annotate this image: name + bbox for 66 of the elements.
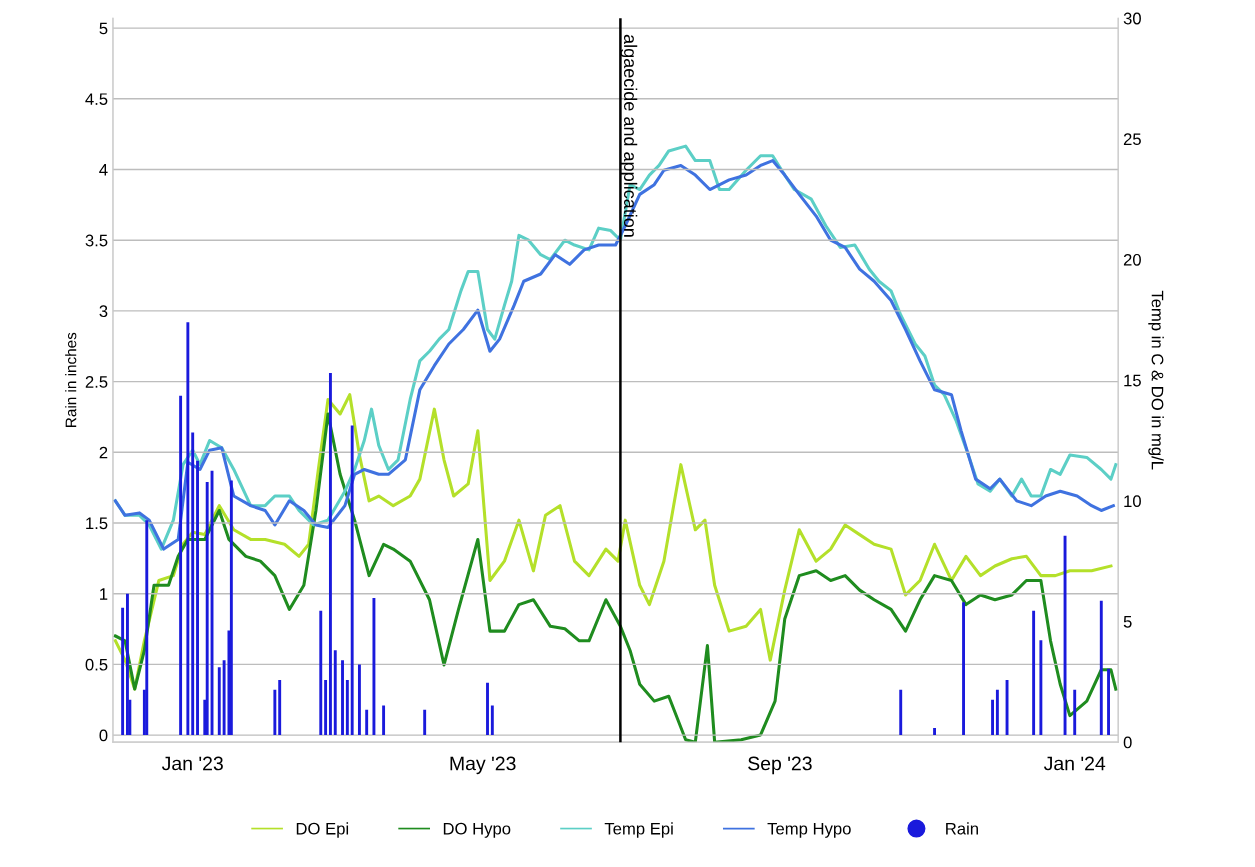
y-tick-label: 1 <box>100 588 108 600</box>
y-axis-title: Rain in inches <box>65 332 77 427</box>
y2-tick-label: 5 <box>1123 616 1132 628</box>
bar <box>372 597 376 736</box>
bar <box>179 395 183 736</box>
bar <box>486 682 489 736</box>
bar <box>341 660 344 736</box>
x-tick-label: Jan '23 <box>161 756 223 771</box>
legend-label: Temp Epi <box>604 822 673 838</box>
bar <box>205 481 209 736</box>
y2-tick-label: 15 <box>1124 374 1141 387</box>
bar <box>186 322 190 736</box>
y-tick-label: 3.5 <box>85 234 108 247</box>
bar <box>1032 610 1036 736</box>
legend-label: DO Hypo <box>443 822 511 838</box>
bar <box>196 460 199 736</box>
bar <box>121 607 125 736</box>
bar <box>1099 600 1103 736</box>
bar <box>995 689 999 736</box>
bar <box>345 679 349 736</box>
bar <box>217 667 221 736</box>
bar <box>962 602 965 736</box>
ref-line-label: algaecide and application <box>620 34 638 237</box>
y-tick-label: 2.5 <box>85 375 108 388</box>
bar <box>1107 668 1110 736</box>
y-tick-label: 2 <box>99 446 108 459</box>
bar <box>319 610 323 736</box>
y2-axis-title: Temp in C & DO in mg/L <box>1148 290 1164 470</box>
bar <box>333 650 337 736</box>
bar <box>191 432 195 736</box>
bar <box>423 709 427 736</box>
bar <box>273 689 277 736</box>
legend-label: Rain <box>946 822 978 835</box>
bar <box>357 664 361 736</box>
bar <box>1039 640 1043 736</box>
bar <box>1073 689 1077 736</box>
y2-tick-label: 10 <box>1124 495 1141 508</box>
legend-label: Temp Hypo <box>767 822 851 838</box>
bar <box>278 679 282 736</box>
x-tick-label: Sep '23 <box>748 756 812 775</box>
bar <box>324 679 328 736</box>
bar <box>991 699 994 736</box>
bar <box>350 425 354 736</box>
y-tick-label: 5 <box>99 22 108 35</box>
x-tick-label: Jan '24 <box>1043 756 1106 771</box>
y2-tick-label: 20 <box>1123 253 1141 266</box>
bar <box>229 480 233 736</box>
bar <box>145 520 149 736</box>
y-tick-label: 0 <box>99 729 108 742</box>
bar <box>933 728 936 736</box>
x-tick-label: May '23 <box>450 756 516 775</box>
y-tick-label: 4 <box>99 164 108 176</box>
bar <box>365 709 369 736</box>
y2-tick-label: 0 <box>1123 736 1132 749</box>
y-tick-label: 0.5 <box>85 658 108 671</box>
y2-tick-label: 25 <box>1123 133 1141 146</box>
y-tick-label: 1.5 <box>86 517 108 530</box>
bar <box>899 689 903 736</box>
bar <box>490 705 494 736</box>
y2-tick-label: 30 <box>1123 12 1141 25</box>
legend-label: DO Epi <box>296 822 349 838</box>
bar <box>328 373 332 736</box>
y-tick-label: 3 <box>99 305 108 318</box>
bar <box>126 593 129 736</box>
bar <box>382 705 386 736</box>
y-tick-label: 4.5 <box>85 93 108 106</box>
